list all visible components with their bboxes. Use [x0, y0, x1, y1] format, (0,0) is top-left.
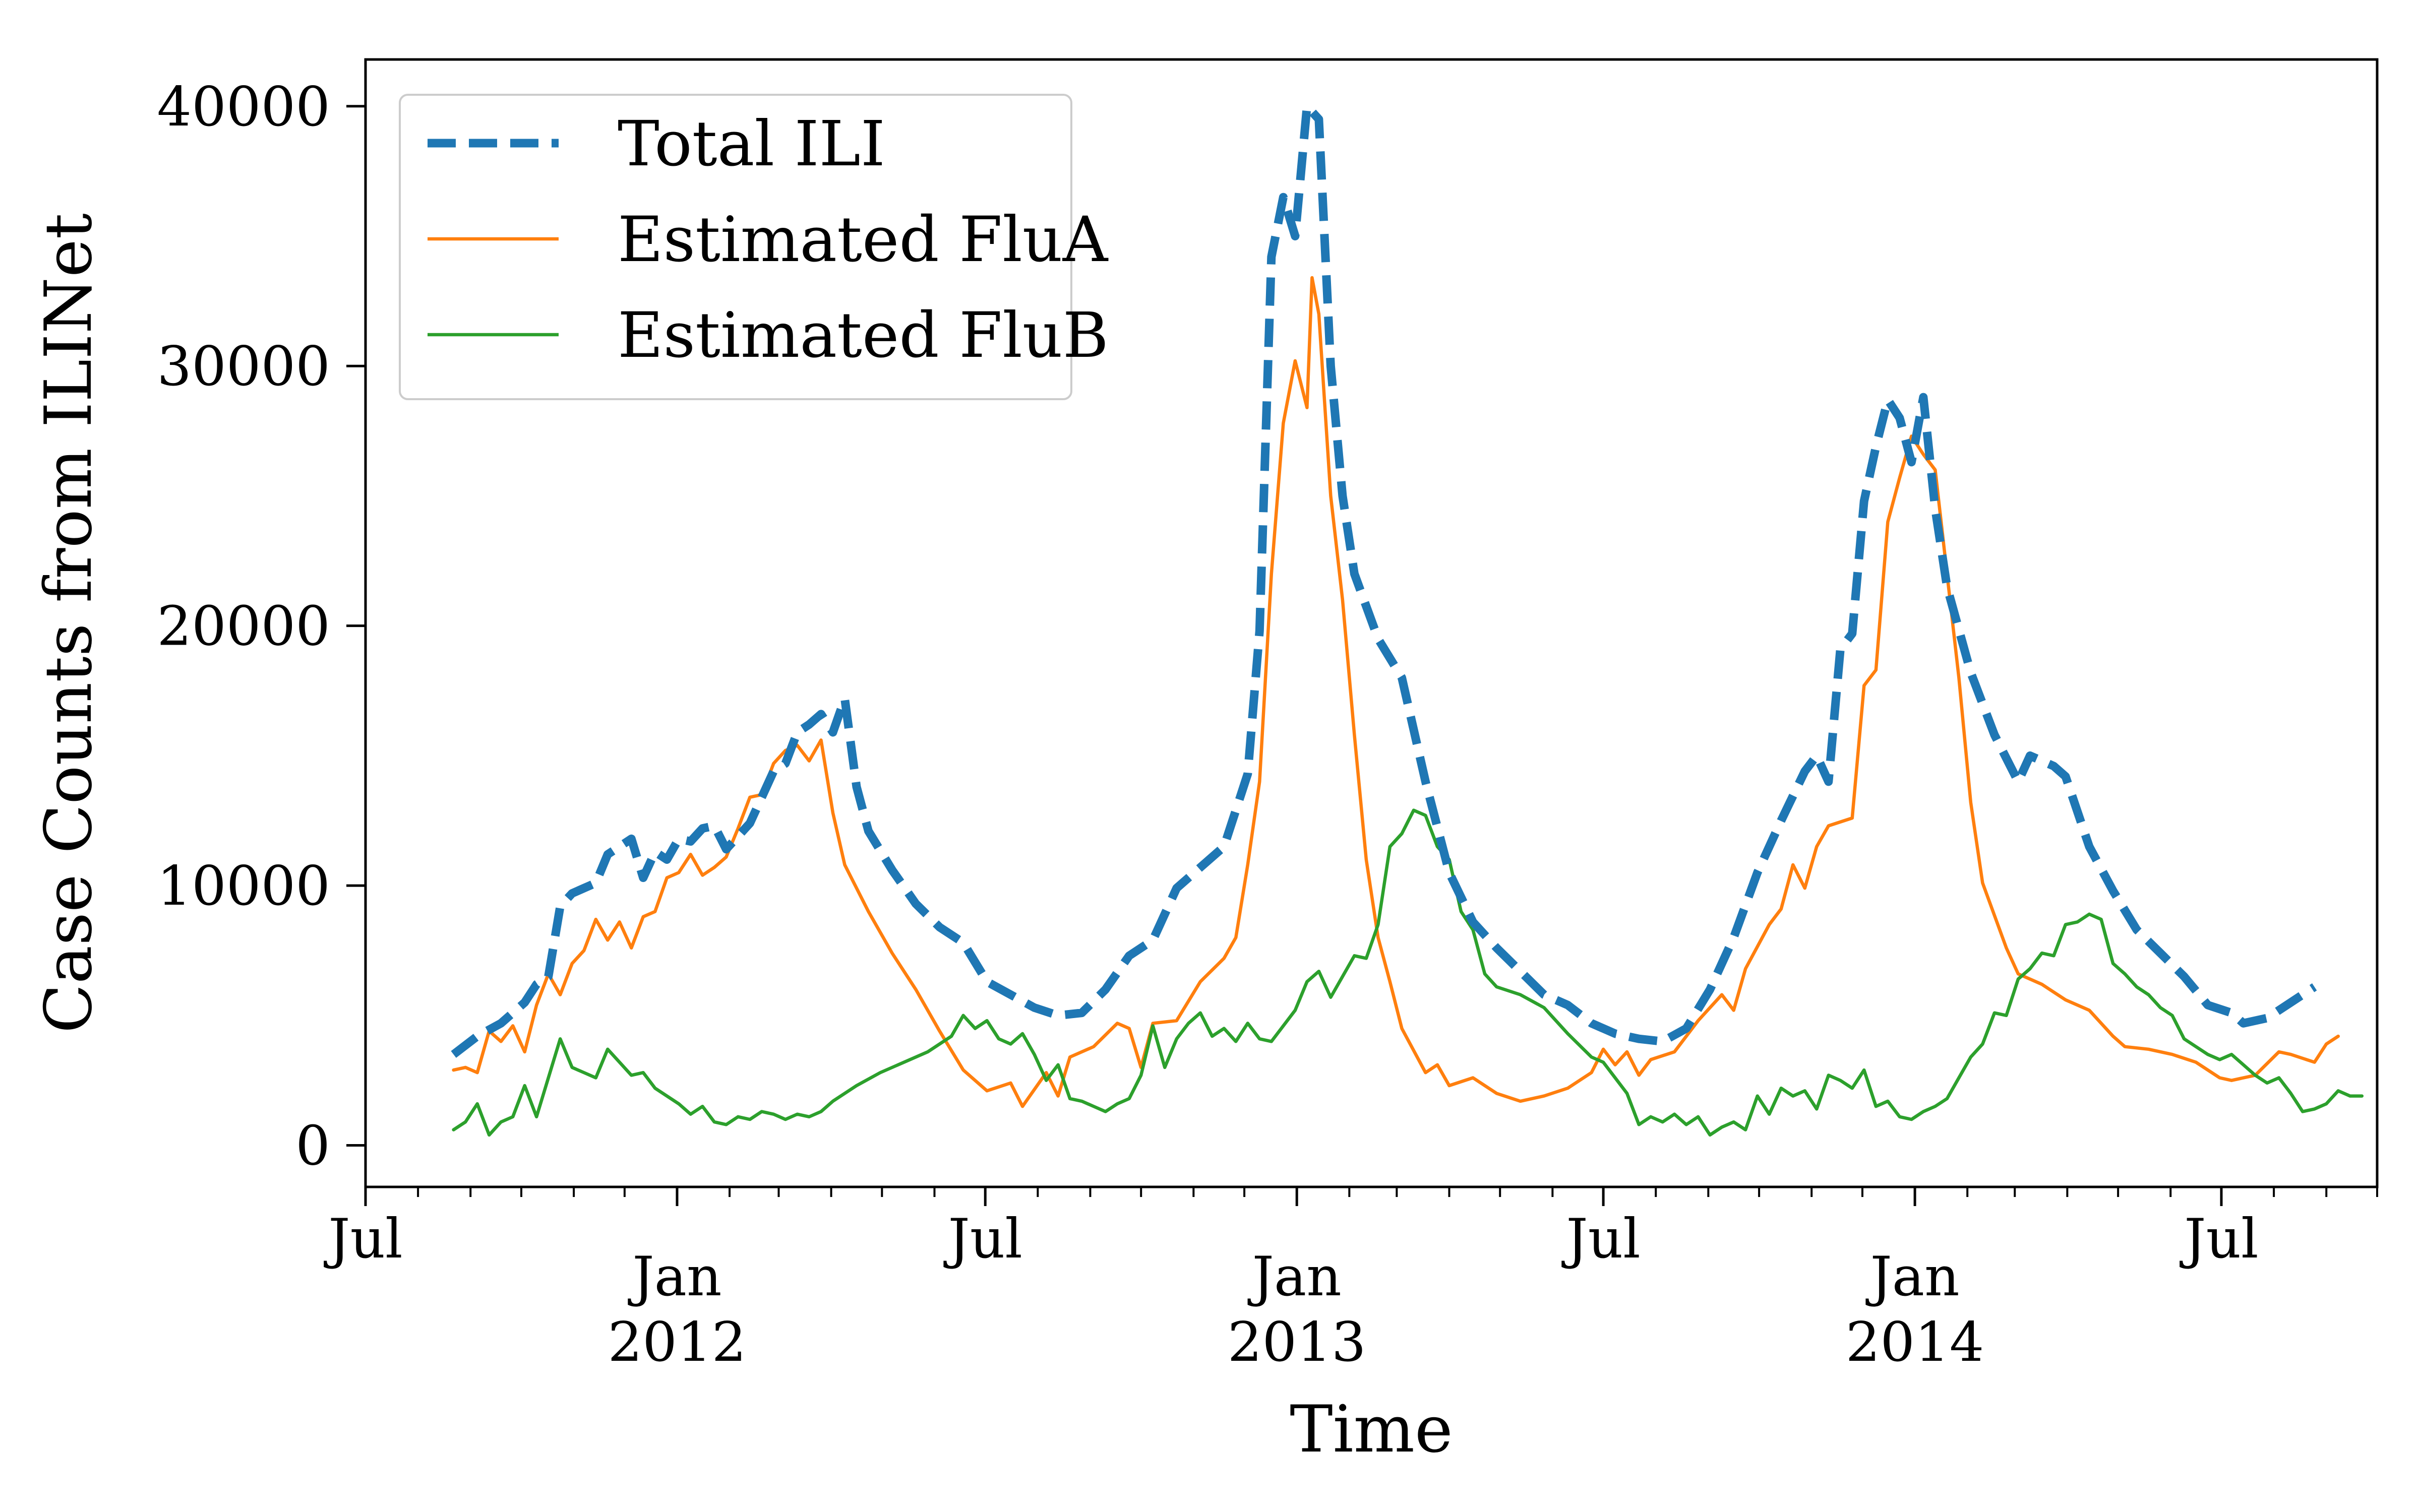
- x-tick-label: Jul: [323, 1208, 402, 1271]
- x-axis-title: Time: [1290, 1392, 1453, 1467]
- x-tick-label: Jul: [2179, 1208, 2258, 1271]
- y-tick-label: 20000: [157, 595, 330, 658]
- series-line-total-ili: [451, 102, 2317, 1058]
- x-tick-label: Jul: [1561, 1208, 1640, 1271]
- y-axis-title: Case Counts from ILINet: [31, 213, 106, 1033]
- x-tick-label: Jan: [627, 1245, 721, 1308]
- y-tick-label: 40000: [157, 76, 330, 139]
- legend-label: Estimated FluB: [618, 299, 1109, 372]
- x-tick-label: 2014: [1846, 1311, 1984, 1374]
- y-tick-label: 0: [295, 1115, 330, 1178]
- plot-area: [364, 58, 2379, 1188]
- x-tick-label: Jul: [943, 1208, 1022, 1271]
- legend-label: Total ILI: [618, 108, 885, 180]
- x-tick-label: 2012: [608, 1311, 747, 1374]
- series-line-estimated-flua: [452, 276, 2340, 1108]
- x-tick-label: Jan: [1247, 1245, 1342, 1308]
- x-tick-label: 2013: [1228, 1311, 1366, 1374]
- y-tick-label: 10000: [157, 855, 330, 918]
- plot-frame: [364, 58, 2379, 1188]
- x-tick-label: Jan: [1865, 1245, 1959, 1308]
- legend-box: [399, 94, 1072, 400]
- y-axis: 0 10000 20000 30000 40000: [157, 76, 366, 1178]
- y-tick-label: 30000: [157, 335, 330, 398]
- series-line-estimated-flub: [452, 808, 2364, 1137]
- legend-label: Estimated FluA: [618, 204, 1109, 276]
- legend: Total ILI Estimated FluA Estimated FluB: [399, 94, 1109, 400]
